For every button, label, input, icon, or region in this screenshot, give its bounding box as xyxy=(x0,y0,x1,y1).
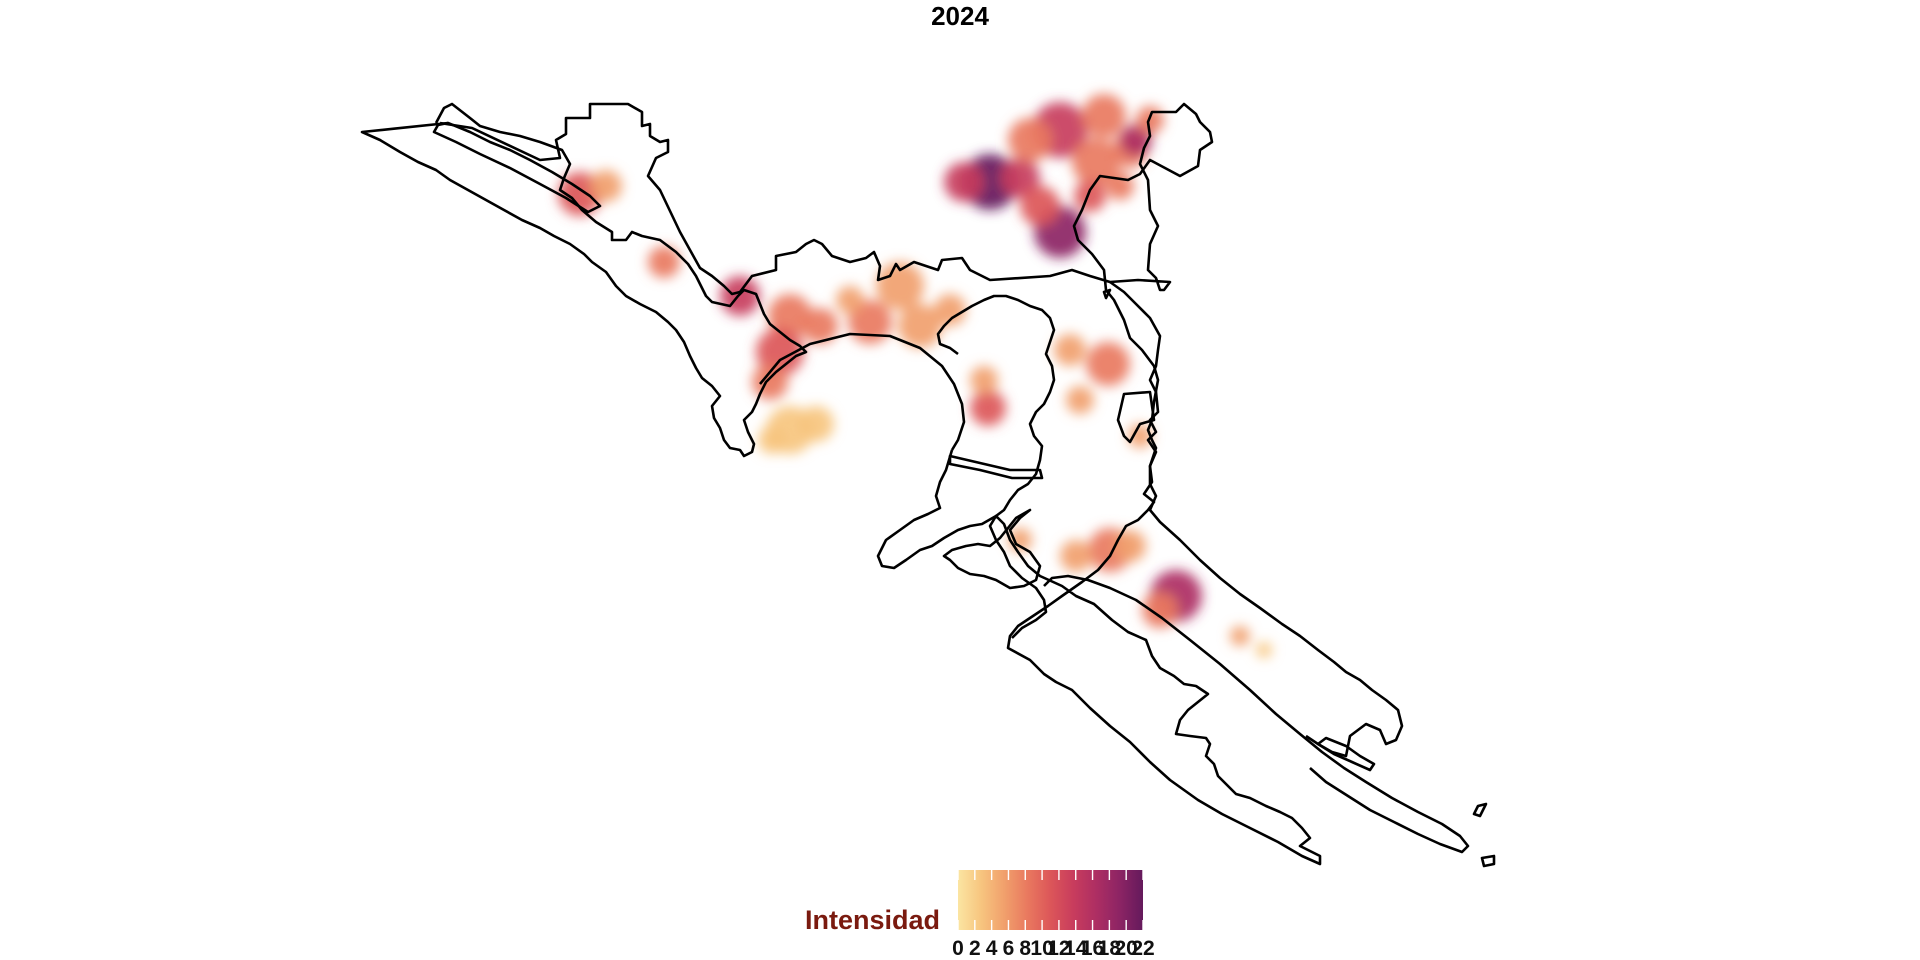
heat-cell-north-core-east xyxy=(1082,94,1126,138)
heat-cell-north-core-east xyxy=(1072,138,1120,186)
heat-cell-east-middle xyxy=(1086,342,1130,386)
boundary-lagoon xyxy=(948,454,1044,480)
legend-tick-label-16: 16 xyxy=(1080,937,1105,960)
legend-tick-label-22: 22 xyxy=(1131,937,1155,960)
boundary-bay-arc xyxy=(759,332,966,451)
boundary-south-lobe xyxy=(942,508,1042,590)
heat-cell-southeast-cluster xyxy=(1060,540,1092,572)
heat-cell-central-band xyxy=(898,304,942,348)
heat-cell-central-band xyxy=(848,300,892,344)
islet-1 xyxy=(1472,802,1488,818)
heat-cell-northwest-coast xyxy=(590,170,622,202)
heat-cell-south-small xyxy=(1256,642,1272,658)
intensity-heat-layer xyxy=(558,94,1272,658)
heat-cell-west-central xyxy=(720,276,760,316)
legend-tick-label-20: 20 xyxy=(1114,937,1138,960)
legend-tick-label-4: 4 xyxy=(985,937,998,960)
legend-tick-label-10: 10 xyxy=(1030,937,1054,960)
boundary-east-notch xyxy=(1116,390,1156,444)
legend-gradient xyxy=(958,870,1143,930)
heat-cell-north-core-south xyxy=(1020,186,1060,226)
heat-cell-southwest-peninsula xyxy=(798,406,834,442)
legend-title: Intensidad xyxy=(804,905,940,935)
heat-cell-west-central xyxy=(768,294,812,338)
municipality-boundary xyxy=(360,102,1496,868)
boundary-main xyxy=(439,102,1322,866)
heat-cell-west-central xyxy=(802,308,838,344)
heat-cell-central-band xyxy=(836,286,864,314)
legend-tick-marks xyxy=(958,870,1143,930)
boundary-east-coast xyxy=(1109,280,1404,758)
heat-cell-south-hotspot xyxy=(1142,592,1178,628)
map-title: 2024 xyxy=(931,1,989,31)
legend-tick-label-8: 8 xyxy=(1019,937,1032,960)
heat-cell-central-band xyxy=(876,262,924,310)
heat-cell-west-south xyxy=(752,364,788,400)
boundary-west xyxy=(360,102,808,458)
heat-cell-central-band xyxy=(934,294,966,326)
legend-tick-label-6: 6 xyxy=(1002,937,1015,960)
heat-cell-south-small xyxy=(1230,626,1250,646)
heat-cell-north-core-south xyxy=(1074,180,1106,212)
heat-cell-east-middle xyxy=(1054,334,1086,366)
islet-2 xyxy=(1480,854,1496,868)
legend-tick-label-0: 0 xyxy=(952,937,964,960)
boundary-south-coast xyxy=(1043,574,1470,854)
boundary-southeast-block xyxy=(1316,736,1376,772)
heat-cell-southwest-peninsula xyxy=(758,426,786,454)
heat-cell-southeast-cluster xyxy=(1128,424,1152,448)
legend-tick-label-18: 18 xyxy=(1097,937,1122,960)
boundary-inner-landmass xyxy=(876,294,1056,570)
heat-cell-bay-inlet xyxy=(970,366,998,394)
heat-cell-southeast-cluster xyxy=(1114,530,1146,562)
heat-cell-north-core-west xyxy=(1000,158,1040,198)
boundary-northwest-strip xyxy=(432,121,602,214)
heat-cell-east-middle xyxy=(1066,386,1094,414)
legend-tick-label-14: 14 xyxy=(1064,937,1088,960)
heat-cell-bay-inlet xyxy=(970,390,1006,426)
heat-cell-north-core-west xyxy=(944,162,984,202)
legend-tick-label-12: 12 xyxy=(1047,937,1071,960)
heat-cell-northwest-inland xyxy=(648,246,680,278)
heat-cell-north-core-east xyxy=(1008,118,1052,162)
legend-tick-labels: 0 2 4 6 8 10 12 14 16 18 20 22 xyxy=(948,937,1155,960)
legend-colorbar xyxy=(958,870,1143,930)
legend-tick-label-2: 2 xyxy=(968,937,981,960)
islet-3 xyxy=(1102,288,1112,300)
